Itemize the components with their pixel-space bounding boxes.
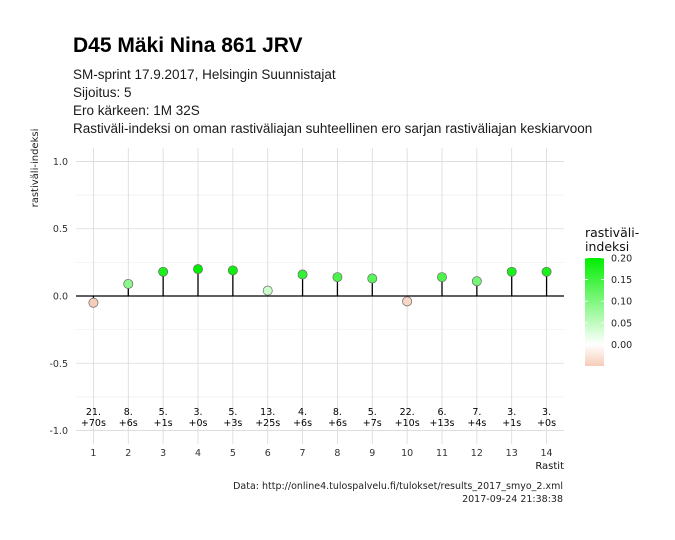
legend-tick-label: 0.00	[611, 340, 632, 351]
legend-tick-label: 0.20	[611, 254, 632, 265]
legend-title-line-1: rastiväli-	[585, 225, 640, 240]
data-point	[193, 264, 203, 275]
annotation-diff: +10s	[395, 418, 420, 429]
subtitle-line-placement: Sijoitus: 5	[73, 85, 132, 100]
x-tick-label: 1	[90, 448, 96, 459]
annotation-rank: 21.	[86, 407, 101, 418]
legend-title-line-2: indeksi	[585, 239, 630, 254]
x-tick-label: 14	[541, 448, 553, 459]
annotation-diff: +0s	[189, 418, 208, 429]
data-point	[158, 266, 169, 277]
annotation-diff: +0s	[537, 418, 556, 429]
annotation-rank: 13.	[260, 407, 275, 418]
annotation-diff: +6s	[293, 418, 312, 429]
data-source-caption: Data: http://online4.tulospalvelu.fi/tul…	[233, 481, 563, 492]
x-axis-label: Rastit	[535, 461, 564, 472]
data-point	[402, 296, 413, 307]
subtitle-line-description: Rastiväli-indeksi on oman rastiväliajan …	[73, 121, 593, 136]
data-point	[367, 273, 378, 284]
x-tick-label: 13	[506, 448, 518, 459]
annotation-rank: 5.	[159, 407, 168, 418]
annotation-rank: 5.	[228, 407, 237, 418]
x-tick-label: 8	[334, 448, 340, 459]
timestamp-caption: 2017-09-24 21:38:38	[462, 494, 563, 505]
annotation-rank: 3.	[542, 407, 551, 418]
x-tick-label: 2	[125, 448, 131, 459]
legend-title: rastiväli- indeksi	[585, 226, 639, 254]
annotation-diff: +1s	[154, 418, 173, 429]
annotation-rank: 22.	[400, 407, 415, 418]
annotation-rank: 6.	[437, 407, 446, 418]
annotation-diff: +13s	[430, 418, 455, 429]
annotation-rank: 8.	[333, 407, 342, 418]
chart-subtitle: SM-sprint 17.9.2017, Helsingin Suunnista…	[73, 66, 592, 138]
y-tick-label: 0.0	[53, 292, 68, 303]
x-tick-label: 11	[436, 448, 448, 459]
annotation-diff: +70s	[81, 418, 106, 429]
annotation-diff: +4s	[467, 418, 486, 429]
data-point	[262, 285, 273, 296]
annotation-diff: +25s	[255, 418, 280, 429]
data-point	[541, 266, 552, 277]
legend-tick-label: 0.10	[611, 297, 632, 308]
x-tick-label: 4	[195, 448, 201, 459]
chart-title: D45 Mäki Nina 861 JRV	[73, 34, 303, 57]
annotation-rank: 3.	[507, 407, 516, 418]
y-tick-label: -1.0	[49, 426, 68, 437]
x-tick-label: 9	[369, 448, 375, 459]
subtitle-line-event: SM-sprint 17.9.2017, Helsingin Suunnista…	[73, 67, 336, 82]
x-tick-label: 7	[300, 448, 306, 459]
subtitle-line-gap: Ero kärkeen: 1M 32S	[73, 103, 200, 118]
annotation-rank: 4.	[298, 407, 307, 418]
legend-tick-label: 0.15	[611, 275, 632, 286]
annotation-diff: +6s	[119, 418, 138, 429]
x-tick-label: 10	[401, 448, 413, 459]
x-tick-label: 3	[160, 448, 166, 459]
x-tick-label: 5	[230, 448, 236, 459]
y-tick-label: 1.0	[53, 157, 68, 168]
y-tick-label: 0.5	[53, 224, 68, 235]
data-point	[437, 272, 447, 283]
annotation-diff: +3s	[223, 418, 242, 429]
legend-colorbar	[585, 258, 604, 366]
legend-tick-label: 0.05	[611, 318, 632, 329]
data-point	[88, 297, 99, 308]
annotation-rank: 5.	[368, 407, 377, 418]
annotation-rank: 7.	[472, 407, 481, 418]
annotation-diff: +1s	[502, 418, 521, 429]
data-point	[332, 272, 343, 283]
annotation-diff: +7s	[363, 418, 382, 429]
data-point	[227, 265, 238, 276]
data-point	[471, 276, 482, 287]
data-point	[506, 266, 517, 277]
data-point	[297, 269, 308, 280]
x-tick-label: 12	[471, 448, 483, 459]
data-point	[123, 278, 134, 289]
annotation-rank: 8.	[124, 407, 133, 418]
annotation-rank: 3.	[193, 407, 202, 418]
x-tick-label: 6	[265, 448, 271, 459]
y-tick-label: -0.5	[49, 359, 68, 370]
annotation-diff: +6s	[328, 418, 347, 429]
